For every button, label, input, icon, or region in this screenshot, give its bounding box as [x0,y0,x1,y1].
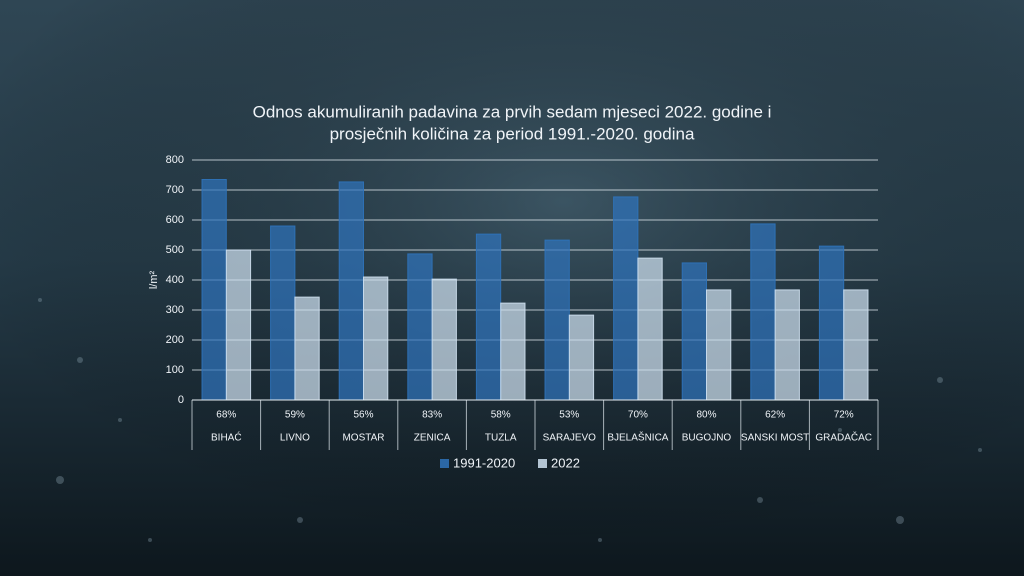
bar [294,296,320,401]
bar [637,257,663,401]
bar [706,289,732,401]
y-tick-label: 200 [166,334,184,346]
ratio-label: 53% [559,410,579,421]
ratio-label: 70% [628,410,648,421]
bar [818,245,845,401]
bar [363,276,389,401]
ratio-label: 72% [834,410,854,421]
ratio-label: 68% [216,410,236,421]
y-tick-label: 500 [166,244,184,256]
x-tick-label: BIHAĆ [211,431,242,444]
rain-drops [38,298,982,542]
x-tick-label: MOSTAR [342,433,384,444]
bar [544,239,570,401]
bar [475,233,502,401]
x-tick-label: LIVNO [280,433,310,444]
x-tick-label: BJELAŠNICA [607,431,668,444]
chart-title: prosječnih količina za period 1991.-2020… [330,124,695,143]
y-tick-label: 0 [178,394,184,406]
bar [431,278,457,401]
y-axis-label: l/m² [148,271,160,290]
y-tick-label: 600 [166,214,184,226]
x-tick-label: ZENICA [414,433,451,444]
ratio-label: 62% [765,410,785,421]
legend-swatch [440,459,449,468]
x-tick-label: TUZLA [485,433,517,444]
x-tick-label: SARAJEVO [543,433,597,444]
legend-swatch [538,459,547,468]
bar [750,223,776,401]
bar [407,253,433,401]
chart-title: Odnos akumuliranih padavina za prvih sed… [253,102,772,121]
ratio-label: 83% [422,410,442,421]
bar [681,262,708,401]
bar [500,302,526,401]
bar [774,289,800,401]
bar [270,225,296,401]
y-tick-label: 700 [166,184,184,196]
x-tick-label: SANSKI MOST [741,433,809,444]
bar [201,179,227,401]
y-tick-label: 800 [166,154,184,166]
ratio-label: 56% [353,410,373,421]
bar [338,181,365,401]
legend-label: 2022 [551,455,580,470]
ratio-label: 80% [696,410,716,421]
y-tick-label: 300 [166,304,184,316]
bar [568,314,595,401]
x-tick-label: BUGOJNO [682,433,732,444]
y-tick-label: 100 [166,364,184,376]
bar [225,249,252,401]
bar [613,196,639,401]
y-tick-label: 400 [166,274,184,286]
ratio-label: 59% [285,410,305,421]
bar [843,289,869,401]
x-tick-label: GRADAČAC [815,431,872,444]
ratio-label: 58% [491,410,511,421]
legend-label: 1991-2020 [453,455,515,470]
